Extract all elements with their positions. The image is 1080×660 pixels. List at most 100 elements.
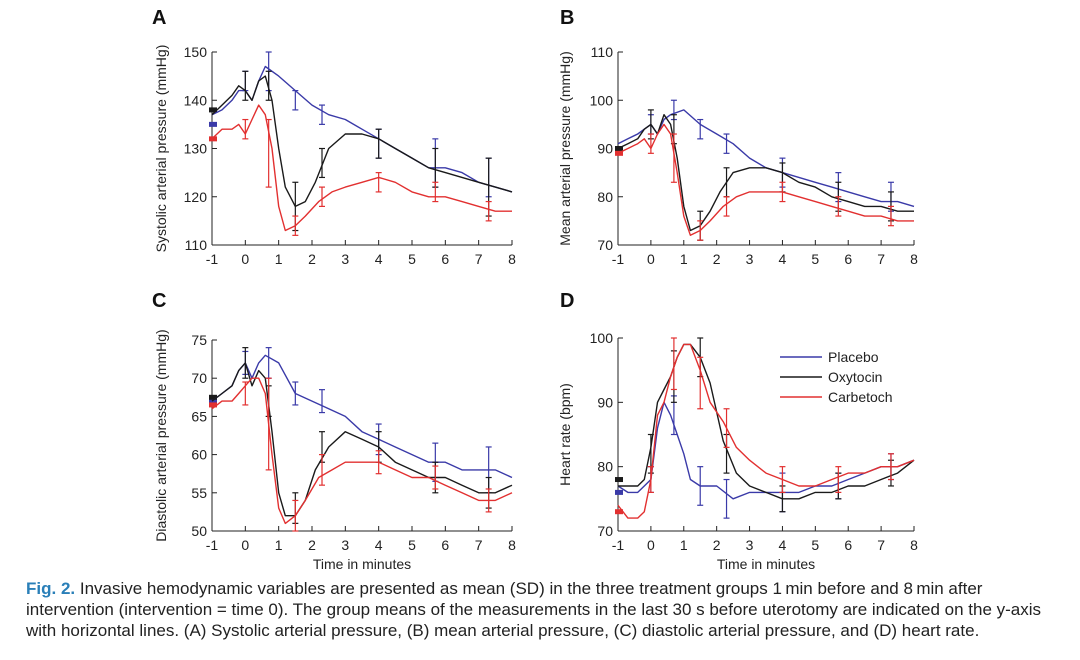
panel-c-errorbar-placebo xyxy=(265,347,272,379)
legend-label-carbetocin: Carbetoch xyxy=(828,389,893,405)
panel-b-x-tick-label: 7 xyxy=(877,251,885,267)
panel-b-x-tick-label: 2 xyxy=(713,251,721,267)
panel-a-errorbar-oxytocin xyxy=(242,70,249,101)
panel-a-x-tick-label: 0 xyxy=(241,251,249,267)
panel-a-x-tick-label: 4 xyxy=(375,251,383,267)
panel-a-x-tick-label: 5 xyxy=(408,251,416,267)
panel-b-errorbar-carbetocin xyxy=(887,205,894,227)
panel-a-baseline-carbetocin xyxy=(209,136,217,142)
panel-a-x-tick-label: 6 xyxy=(441,251,449,267)
panel-d-x-tick-label: 2 xyxy=(713,537,721,553)
panel-d-x-tick-label: -1 xyxy=(612,537,625,553)
panel-b-x-tick-label: 4 xyxy=(779,251,787,267)
panel-b-errorbar-carbetocin xyxy=(670,133,677,183)
panel-d-x-tick-label: 4 xyxy=(779,537,787,553)
legend: Placebo Oxytocin Carbetoch xyxy=(780,349,893,405)
panel-c-y-tick-label: 50 xyxy=(191,523,207,539)
panel-c-baseline-oxytocin xyxy=(209,394,217,400)
panel-c-line-carbetocin xyxy=(211,377,513,525)
panel-d-errorbar-carbetocin xyxy=(723,408,730,448)
panel-d-errorbar-placebo xyxy=(697,466,704,506)
panel-c-x-tick-label: 6 xyxy=(441,537,449,553)
panel-d-y-tick-label: 70 xyxy=(597,523,613,539)
panel-a-errorbar-carbetocin xyxy=(292,215,299,236)
panel-a-errorbar-oxytocin xyxy=(319,147,325,179)
panel-b-errorbar-carbetocin xyxy=(697,220,704,241)
panel-d-errorbar-carbetocin xyxy=(670,337,677,391)
panel-d-y-tick-label: 80 xyxy=(597,459,613,475)
panel-b-errorbar-placebo xyxy=(697,118,704,140)
panel-d-baseline-oxytocin xyxy=(615,477,623,483)
panel-b-y-tick-label: 90 xyxy=(597,141,613,157)
panel-a: A 110 120 130 140 150 -1 0 1 2 3 4 5 6 7 8 Systolic arte… xyxy=(152,7,516,267)
panel-a-x-tick-label: 7 xyxy=(475,251,483,267)
panel-a-x-tick-label: -1 xyxy=(206,251,219,267)
panel-b-errorbar-carbetocin xyxy=(835,196,842,217)
panel-d: D 70 80 90 100 -1 0 1 2 3 4 5 6 7 8 Time in minutes Hear… xyxy=(557,290,918,572)
panel-d-y-label: Heart rate (bpm) xyxy=(557,383,573,486)
panel-a-y-label: Systolic arterial pressure (mmHg) xyxy=(153,45,169,253)
panel-a-errorbar-carbetocin xyxy=(265,118,272,188)
panel-a-errorbar-oxytocin xyxy=(375,128,382,159)
panel-b-y-tick-label: 80 xyxy=(597,189,613,205)
panel-d-letter: D xyxy=(560,290,574,312)
panel-c-x-tick-label: 1 xyxy=(275,537,283,553)
panel-c-x-tick-label: -1 xyxy=(206,537,219,553)
panel-a-y-tick-label: 150 xyxy=(184,44,208,60)
panel-a-y-tick-label: 120 xyxy=(184,189,208,205)
panel-d-x-tick-label: 5 xyxy=(811,537,819,553)
panel-d-line-oxytocin xyxy=(618,343,915,500)
panel-c-x-tick-label: 3 xyxy=(341,537,349,553)
panel-d-x-tick-label: 1 xyxy=(680,537,688,553)
panel-d-errorbar-placebo xyxy=(723,478,730,519)
panel-a-line-carbetocin xyxy=(211,104,512,232)
panel-b-errorbar-oxytocin xyxy=(723,167,730,198)
panel-a-baseline-placebo xyxy=(209,121,217,127)
panel-b-errorbar-carbetocin xyxy=(779,181,786,203)
panel-b-x-tick-label: 3 xyxy=(746,251,754,267)
panel-d-x-tick-label: 7 xyxy=(877,537,885,553)
panel-c-errorbar-carbetocin xyxy=(319,454,325,486)
panel-c-y-label: Diastolic arterial pressure (mmHg) xyxy=(153,329,169,541)
panel-a-errorbar-carbetocin xyxy=(319,186,325,207)
panel-c-errorbar-carbetocin xyxy=(375,450,382,475)
panel-d-x-tick-label: 8 xyxy=(910,537,918,553)
panel-d-baseline-carbetocin xyxy=(615,509,623,515)
panel-b-x-tick-label: 8 xyxy=(910,251,918,267)
panel-c-baseline-carbetocin xyxy=(209,402,217,408)
panel-c-x-tick-label: 7 xyxy=(475,537,483,553)
panel-c-line-oxytocin xyxy=(211,362,513,517)
panel-c-x-tick-label: 4 xyxy=(375,537,383,553)
panel-d-errorbar-carbetocin xyxy=(647,466,654,493)
panel-a-errorbar-carbetocin xyxy=(375,172,382,193)
panel-d-x-tick-label: 6 xyxy=(844,537,852,553)
panel-a-x-tick-label: 8 xyxy=(508,251,516,267)
panel-c-x-label: Time in minutes xyxy=(313,556,411,572)
panel-c-errorbar-carbetocin xyxy=(432,465,439,490)
panel-d-errorbar-carbetocin xyxy=(697,356,704,410)
panel-c-y-tick-label: 65 xyxy=(191,408,207,424)
panel-c-x-tick-label: 5 xyxy=(408,537,416,553)
panel-c-y-tick-label: 75 xyxy=(191,332,207,348)
figure-caption: Fig. 2. Invasive hemodynamic variables a… xyxy=(26,578,1066,641)
panel-a-x-tick-label: 3 xyxy=(341,251,349,267)
panel-d-x-tick-label: 0 xyxy=(647,537,655,553)
panel-b-line-oxytocin xyxy=(617,113,914,232)
panel-c-letter: C xyxy=(152,290,166,312)
panel-d-baseline-placebo xyxy=(615,489,623,495)
panel-b-x-tick-label: -1 xyxy=(612,251,625,267)
panel-b-letter: B xyxy=(560,7,574,29)
panel-c-errorbar-oxytocin xyxy=(242,347,249,379)
panel-c-errorbar-carbetocin xyxy=(485,488,492,513)
panel-c-errorbar-carbetocin xyxy=(292,499,299,532)
panel-b-y-tick-label: 100 xyxy=(590,92,614,108)
panel-d-x-label: Time in minutes xyxy=(717,556,815,572)
panel-c-errorbar-carbetocin xyxy=(242,381,249,406)
panel-c-x-tick-label: 8 xyxy=(508,537,516,553)
panel-a-errorbar-carbetocin xyxy=(485,200,492,222)
panel-d-line-carbetocin xyxy=(617,343,915,519)
panel-d-y-tick-label: 100 xyxy=(590,330,614,346)
panel-b-y-label: Mean arterial pressure (mmHg) xyxy=(557,51,573,246)
panel-c-errorbar-carbetocin xyxy=(265,377,272,471)
